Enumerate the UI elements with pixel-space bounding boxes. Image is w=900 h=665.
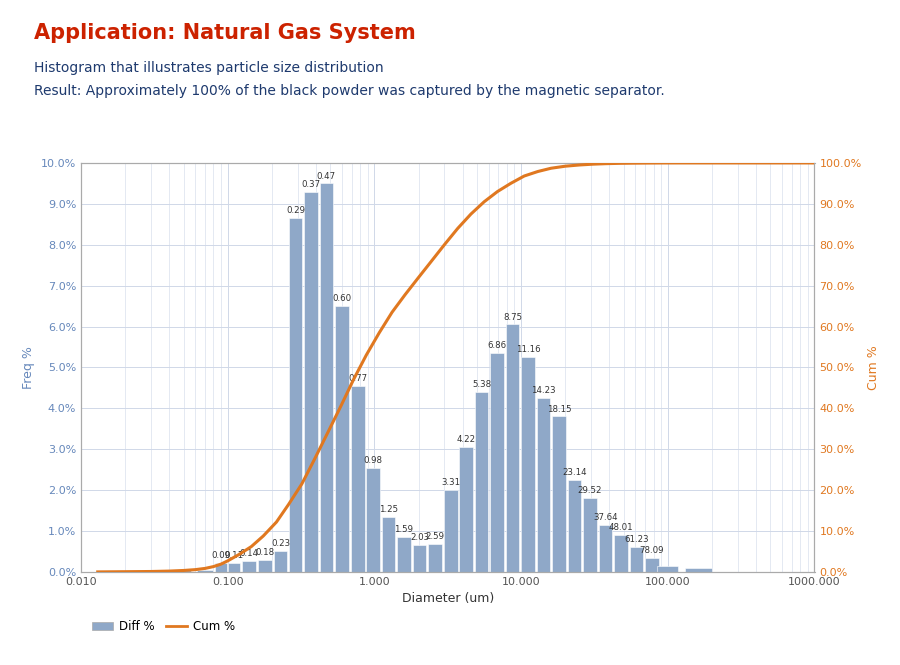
Bar bbox=[614, 535, 628, 572]
Text: 4.22: 4.22 bbox=[456, 436, 476, 444]
Text: 2.59: 2.59 bbox=[426, 532, 445, 541]
Text: 1.59: 1.59 bbox=[394, 525, 413, 534]
Text: 0.77: 0.77 bbox=[348, 374, 367, 383]
Text: 78.09: 78.09 bbox=[640, 546, 664, 555]
Bar bbox=[657, 566, 678, 572]
Text: 11.16: 11.16 bbox=[516, 345, 540, 354]
Bar bbox=[382, 517, 395, 572]
Bar bbox=[335, 306, 349, 572]
Text: 0.14: 0.14 bbox=[239, 549, 258, 559]
Text: 0.47: 0.47 bbox=[317, 172, 336, 180]
Bar bbox=[475, 392, 489, 572]
Bar bbox=[428, 544, 442, 572]
Text: 0.11: 0.11 bbox=[224, 551, 243, 560]
Bar bbox=[274, 551, 287, 572]
Text: 0.09: 0.09 bbox=[212, 551, 230, 561]
Text: 0.29: 0.29 bbox=[286, 206, 305, 215]
Y-axis label: Freq %: Freq % bbox=[22, 346, 35, 389]
Text: 14.23: 14.23 bbox=[531, 386, 556, 395]
Bar bbox=[491, 353, 504, 572]
Bar bbox=[521, 357, 535, 572]
Text: 0.23: 0.23 bbox=[271, 539, 291, 548]
Bar bbox=[197, 570, 213, 572]
Bar bbox=[176, 571, 192, 572]
X-axis label: Diameter (um): Diameter (um) bbox=[401, 593, 494, 605]
Text: 0.98: 0.98 bbox=[364, 456, 382, 465]
Bar bbox=[397, 537, 410, 572]
Bar bbox=[413, 545, 427, 572]
Text: 6.86: 6.86 bbox=[488, 341, 507, 350]
Bar bbox=[444, 490, 457, 572]
Text: 2.03: 2.03 bbox=[410, 533, 429, 543]
Bar bbox=[351, 386, 364, 572]
Bar bbox=[228, 563, 240, 572]
Bar bbox=[630, 547, 644, 572]
Bar bbox=[645, 557, 659, 572]
Bar bbox=[215, 563, 228, 572]
Text: Histogram that illustrates particle size distribution: Histogram that illustrates particle size… bbox=[34, 61, 383, 75]
Text: 0.18: 0.18 bbox=[256, 548, 274, 557]
Bar bbox=[536, 398, 551, 572]
Bar bbox=[304, 192, 318, 572]
Text: 48.01: 48.01 bbox=[608, 523, 634, 532]
Bar bbox=[366, 467, 380, 572]
Text: Application: Natural Gas System: Application: Natural Gas System bbox=[34, 23, 416, 43]
Text: 61.23: 61.23 bbox=[625, 535, 649, 545]
Bar bbox=[459, 447, 472, 572]
Bar bbox=[685, 568, 712, 572]
Text: Result: Approximately 100% of the black powder was captured by the magnetic sepa: Result: Approximately 100% of the black … bbox=[34, 84, 665, 98]
Text: 1.25: 1.25 bbox=[379, 505, 398, 514]
Bar bbox=[553, 416, 566, 572]
Bar bbox=[163, 571, 176, 572]
Text: 0.60: 0.60 bbox=[332, 294, 351, 303]
Text: 37.64: 37.64 bbox=[593, 513, 618, 522]
Text: 23.14: 23.14 bbox=[562, 468, 587, 477]
Text: 29.52: 29.52 bbox=[578, 486, 602, 495]
Y-axis label: Cum %: Cum % bbox=[868, 345, 880, 390]
Text: 3.31: 3.31 bbox=[441, 478, 460, 487]
Bar bbox=[598, 525, 612, 572]
Text: 18.15: 18.15 bbox=[547, 404, 572, 414]
Bar bbox=[583, 498, 597, 572]
Bar bbox=[568, 480, 581, 572]
Text: 0.37: 0.37 bbox=[302, 180, 320, 189]
Bar bbox=[506, 325, 519, 572]
Bar bbox=[242, 561, 256, 572]
Legend: Diff %, Cum %: Diff %, Cum % bbox=[87, 615, 240, 638]
Bar bbox=[320, 184, 333, 572]
Bar bbox=[289, 218, 302, 572]
Text: 8.75: 8.75 bbox=[503, 313, 522, 322]
Bar bbox=[258, 560, 272, 572]
Text: 5.38: 5.38 bbox=[472, 380, 491, 389]
